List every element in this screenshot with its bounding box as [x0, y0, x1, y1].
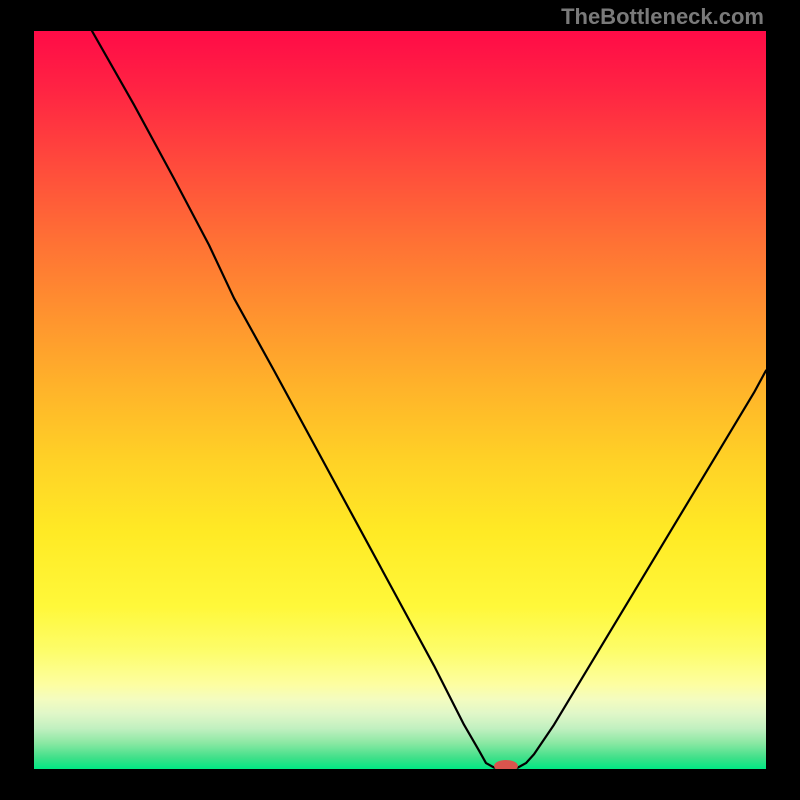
watermark-text: TheBottleneck.com — [561, 4, 764, 30]
optimal-marker — [494, 760, 518, 769]
plot-overlay — [34, 31, 766, 769]
frame-border-left — [0, 0, 34, 800]
plot-area — [34, 31, 766, 769]
frame-border-right — [766, 0, 800, 800]
frame-border-bottom — [0, 769, 800, 800]
bottleneck-curve — [92, 31, 766, 769]
chart-container: TheBottleneck.com — [0, 0, 800, 800]
